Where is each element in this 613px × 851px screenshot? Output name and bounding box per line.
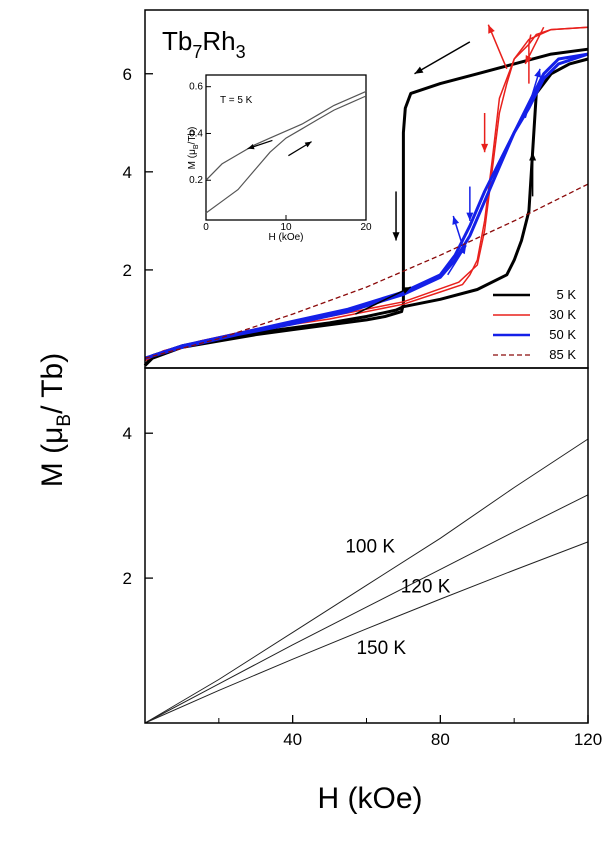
curve-label: 150 K — [356, 638, 406, 659]
y-tick-label: 4 — [123, 424, 132, 443]
inset-annotation: T = 5 K — [220, 95, 253, 106]
top-arrows — [355, 24, 545, 315]
svg-text:30 K: 30 K — [549, 307, 576, 322]
inset-panel: 0 10 20 0.2 0.4 0.6 T = 5 K H (kOe) M (μB/Tb) — [187, 74, 372, 243]
bottom-curve-labels: 100 K 120 K 150 K — [345, 537, 450, 659]
chart-title: Tb7Rh3 — [162, 26, 246, 62]
y-axis-title: M (μB/ Tb) — [36, 353, 75, 487]
inset-arrow-1 — [247, 139, 273, 150]
arrow-9 — [452, 215, 464, 246]
inset-y-tick-label: 0.6 — [189, 82, 203, 93]
series-5k-line — [143, 47, 589, 367]
arrow-7 — [481, 112, 489, 153]
arrow-10 — [447, 244, 467, 276]
series-30k-line — [528, 34, 532, 84]
arrow-6 — [524, 26, 545, 65]
inset-x-tick-label: 20 — [360, 222, 372, 233]
y-tick-label: 2 — [123, 569, 132, 588]
inset-frame — [205, 74, 367, 221]
legend-item: 50 K — [493, 327, 576, 342]
inset-x-axis-label: H (kOe) — [269, 232, 304, 243]
inset-arrows — [247, 139, 312, 157]
top-y-ticks: 2 4 6 — [123, 65, 153, 280]
arrow-1 — [414, 41, 471, 75]
inset-curves — [205, 90, 367, 214]
svg-text:85 K: 85 K — [549, 347, 576, 362]
inset-y-tick-label: 0.2 — [189, 175, 203, 186]
inset-x-tick-label: 0 — [203, 222, 209, 233]
arrow-5 — [487, 24, 508, 70]
x-tick-label: 120 — [574, 730, 602, 749]
series-85k-line — [144, 183, 589, 359]
inset-arrow-2 — [288, 141, 312, 157]
legend-item: 30 K — [493, 307, 576, 322]
inset-x-tick-label: 10 — [280, 222, 292, 233]
curve-label: 100 K — [345, 537, 395, 558]
series-100k-line — [144, 438, 589, 724]
arrow-4 — [355, 286, 412, 315]
top-panel: 2 4 6 Tb7Rh3 0 10 20 0.2 0.4 0.6 T = 5 K H (kOe… — [123, 9, 589, 369]
inset-branch-line — [205, 90, 367, 181]
svg-text:50 K: 50 K — [549, 327, 576, 342]
inset-ticks: 0 10 20 0.2 0.4 0.6 — [189, 82, 372, 233]
y-tick-label: 2 — [123, 261, 132, 280]
bottom-y-ticks: 24 — [123, 424, 153, 588]
legend: 5 K 30 K 50 K 85 K — [493, 287, 576, 362]
arrow-2 — [392, 191, 400, 241]
y-tick-label: 4 — [123, 163, 132, 182]
x-axis-title: H (kOe) — [318, 782, 423, 815]
series-150k-line — [144, 541, 589, 724]
x-tick-label: 80 — [431, 730, 450, 749]
svg-text:5 K: 5 K — [556, 287, 576, 302]
legend-item: 5 K — [493, 287, 576, 302]
inset-y-axis-label: M (μB/Tb) — [187, 127, 200, 170]
curve-label: 120 K — [401, 577, 451, 598]
y-tick-label: 6 — [123, 65, 132, 84]
bottom-x-ticks: 40 80 120 — [218, 715, 602, 749]
series-50k-line — [144, 52, 589, 360]
legend-item: 85 K — [493, 347, 576, 362]
arrow-3 — [529, 152, 537, 197]
bottom-curves — [144, 438, 589, 724]
inset-y-tick-label: 0.4 — [189, 128, 203, 139]
series-50k-line — [144, 52, 589, 360]
series-120k-line — [144, 494, 589, 724]
top-curves — [143, 26, 589, 367]
bottom-frame — [144, 367, 589, 724]
arrow-8 — [524, 68, 541, 119]
x-tick-label: 40 — [283, 730, 302, 749]
inset-branch-line — [205, 95, 367, 214]
arrow-11 — [466, 186, 474, 221]
